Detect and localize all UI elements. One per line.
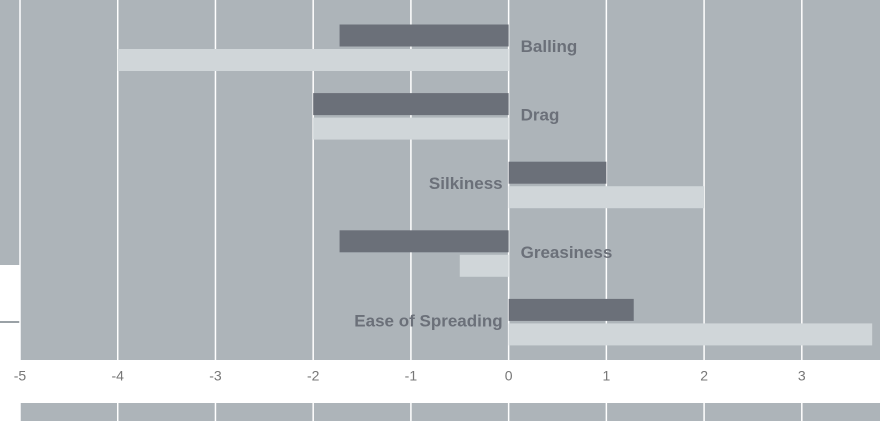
x-tick-label: 1	[602, 368, 610, 384]
x-tick-label: -1	[405, 368, 418, 384]
x-tick-label: 0	[505, 368, 513, 384]
bar	[339, 230, 509, 253]
category-label: Greasiness	[521, 243, 613, 262]
bar	[508, 323, 873, 346]
x-tick-label: 3	[798, 368, 806, 384]
category-label: Balling	[521, 37, 578, 56]
x-tick-label: -4	[112, 368, 125, 384]
bar	[459, 254, 509, 277]
bar	[117, 49, 509, 71]
side-strip	[0, 0, 20, 265]
bar	[313, 117, 509, 140]
x-tick-label: -5	[14, 368, 27, 384]
bar	[313, 93, 509, 116]
bottom-strip	[20, 403, 880, 421]
category-label: Silkiness	[429, 174, 503, 193]
x-tick-label: -2	[307, 368, 320, 384]
bar	[339, 24, 509, 47]
bar	[508, 161, 607, 184]
category-label: Drag	[521, 106, 560, 125]
x-tick-label: -3	[209, 368, 222, 384]
bar	[508, 186, 705, 209]
x-tick-label: 2	[700, 368, 708, 384]
category-label: Ease of Spreading	[354, 311, 502, 330]
bar	[508, 298, 634, 321]
